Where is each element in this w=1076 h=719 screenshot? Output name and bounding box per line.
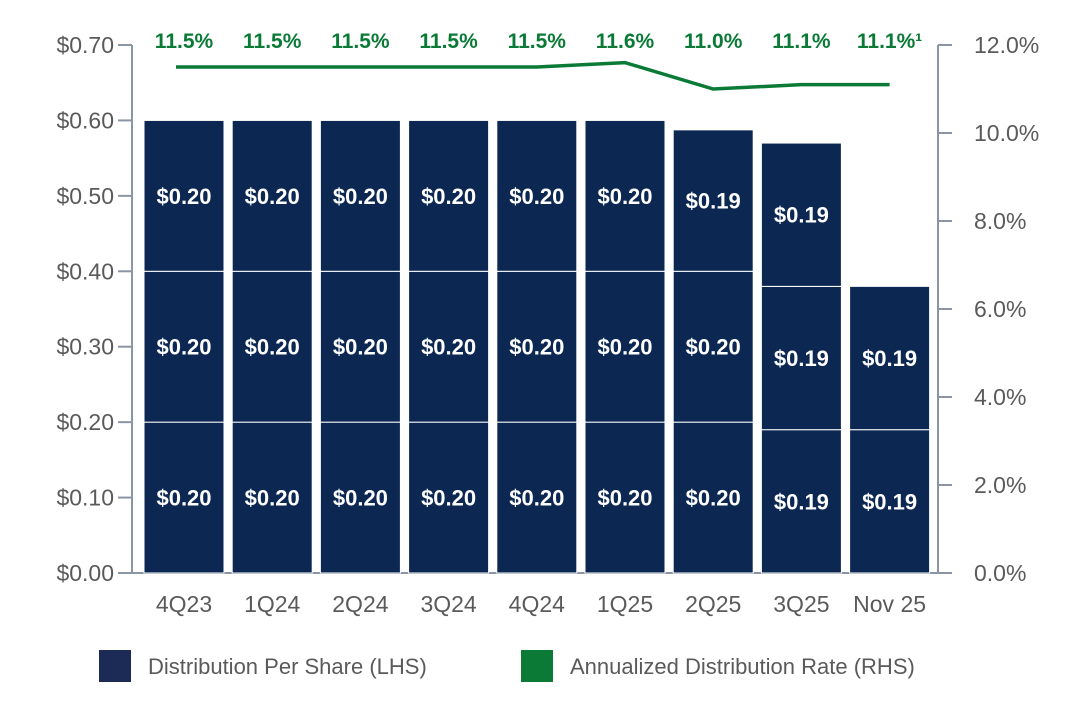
- rate-label: 11.1%¹: [857, 30, 922, 53]
- legend-label-distribution: Distribution Per Share (LHS): [148, 654, 427, 679]
- bar-segment-label: $0.20: [509, 335, 564, 360]
- rate-label: 11.0%: [684, 30, 743, 53]
- left-tick-label: $0.70: [56, 32, 114, 58]
- bar-segment: [496, 119, 578, 272]
- left-tick-label: $0.30: [56, 334, 114, 360]
- category-label: 4Q23: [156, 591, 212, 617]
- bar-segment: [408, 119, 490, 272]
- bar-segment: [319, 119, 401, 272]
- category-label: 1Q25: [597, 591, 653, 617]
- right-tick-label: 2.0%: [974, 472, 1026, 498]
- category-label: 2Q24: [332, 591, 388, 617]
- rate-line: 11.5% 11.5% 11.5% 11.5% 11.5% 11.6% 11.0% 11.1%…: [155, 30, 922, 91]
- right-tick-label: 6.0%: [974, 296, 1026, 322]
- bar-segment: [143, 421, 225, 574]
- bar-segment: [408, 270, 490, 423]
- bar-segment: [231, 270, 313, 423]
- bar-segment-label: $0.20: [156, 184, 211, 209]
- bar-segment-label: $0.20: [597, 184, 652, 209]
- legend-swatch-rate: [521, 650, 553, 682]
- bar-segment-label: $0.20: [245, 486, 300, 511]
- right-tick-label: 12.0%: [974, 32, 1039, 58]
- bar-segment: [584, 421, 666, 574]
- bar-segment: [672, 270, 754, 423]
- bar-segment-label: $0.20: [156, 486, 211, 511]
- rate-label: 11.5%: [243, 30, 302, 53]
- left-tick-label: $0.40: [56, 258, 114, 284]
- bar-segment: [584, 270, 666, 423]
- rate-label: 11.5%: [155, 30, 214, 53]
- bar-segment: [849, 429, 931, 574]
- bar-segment: [584, 119, 666, 272]
- category-label: 3Q25: [773, 591, 829, 617]
- rate-label: 11.1%: [772, 30, 831, 53]
- right-tick-label: 0.0%: [974, 560, 1026, 586]
- rate-line-path: [176, 60, 890, 91]
- left-tick-label: $0.50: [56, 183, 114, 209]
- legend: Distribution Per Share (LHS) Annualized …: [99, 650, 915, 682]
- bar-segment-label: $0.20: [245, 335, 300, 360]
- bar-segment-label: $0.20: [333, 486, 388, 511]
- bar-segment-label: $0.20: [421, 335, 476, 360]
- bar-segment-label: $0.20: [156, 335, 211, 360]
- right-tick-label: 8.0%: [974, 208, 1026, 234]
- category-label: 1Q24: [244, 591, 300, 617]
- bar-segment: [760, 285, 842, 431]
- right-tick-label: 10.0%: [974, 120, 1039, 146]
- bar-segment: [143, 119, 225, 272]
- bar-segment: [408, 421, 490, 574]
- category-label: 4Q24: [509, 591, 565, 617]
- legend-label-rate: Annualized Distribution Rate (RHS): [570, 654, 915, 679]
- bar-segment: [760, 142, 842, 287]
- bar-segment-label: $0.20: [509, 486, 564, 511]
- left-tick-label: $0.60: [56, 107, 114, 133]
- rate-label: 11.5%: [331, 30, 390, 53]
- bar-segment: [672, 129, 754, 272]
- bar-segment-label: $0.20: [686, 486, 741, 511]
- rate-label: 11.6%: [596, 30, 655, 53]
- bar-segment: [496, 270, 578, 423]
- bar-segment-label: $0.20: [245, 184, 300, 209]
- left-tick-label: $0.00: [56, 560, 114, 586]
- left-tick-label: $0.20: [56, 409, 114, 435]
- bar-segment-label: $0.20: [597, 486, 652, 511]
- bar-segment-label: $0.19: [862, 489, 917, 514]
- bar-segment: [231, 421, 313, 574]
- category-label: 2Q25: [685, 591, 741, 617]
- bar-segment: [319, 421, 401, 574]
- rate-label: 11.5%: [508, 30, 567, 53]
- bar-segment-label: $0.20: [333, 335, 388, 360]
- bar-segment-label: $0.19: [774, 489, 829, 514]
- bar-segment-label: $0.20: [509, 184, 564, 209]
- bars: $0.20 $0.20 $0.20 $0.20 $0.20 $0.20 $0.20 $0.20…: [143, 119, 931, 574]
- category-labels: 4Q23 1Q24 2Q24 3Q24 4Q24 1Q25 2Q25 3Q25 Nov 25: [156, 591, 926, 617]
- bar-segment-label: $0.19: [686, 189, 741, 214]
- bar-segment-label: $0.20: [333, 184, 388, 209]
- bar-segment-label: $0.19: [774, 203, 829, 228]
- bar-segment-label: $0.20: [421, 486, 476, 511]
- bar-segment: [849, 285, 931, 431]
- category-label: 3Q24: [420, 591, 476, 617]
- bar-segment-label: $0.19: [862, 346, 917, 371]
- bar-segment: [760, 429, 842, 574]
- bar-segment: [143, 270, 225, 423]
- right-tick-label: 4.0%: [974, 384, 1026, 410]
- bar-segment-label: $0.20: [421, 184, 476, 209]
- bar-segment-label: $0.20: [686, 335, 741, 360]
- bar-segment: [496, 421, 578, 574]
- category-label: Nov 25: [853, 591, 926, 617]
- bar-segment: [231, 119, 313, 272]
- right-axis: 0.0% 2.0% 4.0% 6.0% 8.0% 10.0% 12.0%: [937, 32, 1039, 586]
- bar-segment: [672, 421, 754, 574]
- rate-label: 11.5%: [419, 30, 478, 53]
- bar-segment-label: $0.20: [597, 335, 652, 360]
- bar-segment-label: $0.19: [774, 346, 829, 371]
- left-tick-label: $0.10: [56, 485, 114, 511]
- bar-segment: [319, 270, 401, 423]
- legend-swatch-distribution: [99, 650, 131, 682]
